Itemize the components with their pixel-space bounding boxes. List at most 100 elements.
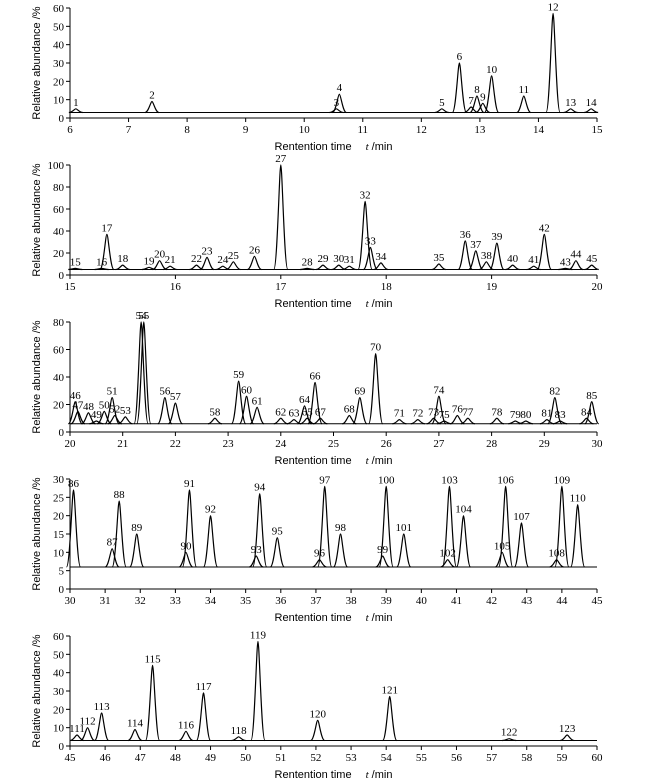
peak-label: 109: [554, 474, 571, 486]
peak: [342, 414, 357, 425]
peak-label: 55: [138, 310, 150, 322]
x-axis-label: Rentention time t/min: [275, 769, 393, 781]
peak-label: 93: [251, 544, 263, 556]
x-axis-label: Rentention time t/min: [275, 141, 393, 153]
peak-label: 14: [586, 97, 598, 109]
peak: [94, 712, 110, 742]
peak-label: 42: [539, 222, 550, 234]
y-tick-label: 40: [53, 40, 65, 52]
y-tick-label: 50: [53, 21, 65, 33]
x-tick-label: 33: [170, 595, 182, 607]
x-tick-label: 52: [310, 752, 321, 764]
peak-label: 113: [94, 701, 111, 713]
peak: [81, 412, 96, 425]
y-tick-label: 40: [53, 372, 65, 384]
x-tick-label: 43: [521, 595, 533, 607]
peak: [111, 500, 127, 568]
peak: [455, 515, 472, 568]
peak-label: 15: [70, 256, 82, 268]
x-label-text: Rentention time: [275, 298, 352, 310]
peak-label: 86: [68, 478, 80, 490]
peak-label: 7: [468, 95, 474, 107]
peak-label: 122: [501, 727, 518, 739]
peak: [382, 695, 398, 742]
peak-label: 25: [228, 250, 240, 262]
x-tick-label: 16: [170, 281, 182, 293]
peak-label: 60: [241, 384, 253, 396]
peak-label: 105: [494, 540, 511, 552]
peak: [451, 62, 467, 114]
peak-label: 121: [381, 685, 398, 697]
peak-label: 30: [333, 253, 345, 265]
x-tick-label: 13: [474, 124, 486, 136]
x-label-var: t: [366, 455, 370, 467]
peak: [178, 730, 194, 742]
x-tick-label: 48: [170, 752, 182, 764]
peak-label: 9: [480, 91, 486, 103]
x-axis-label: Rentention time t/min: [275, 455, 393, 467]
y-tick-label: 30: [53, 474, 65, 486]
x-tick-label: 41: [451, 595, 462, 607]
peak: [226, 261, 241, 271]
peak: [199, 256, 215, 271]
peak-label: 45: [586, 253, 598, 265]
peak: [300, 267, 315, 271]
peak-label: 47: [72, 399, 84, 411]
x-tick-label: 26: [381, 438, 393, 450]
x-axis-label: Rentention time t/min: [275, 612, 393, 624]
peak: [99, 233, 115, 271]
peak: [553, 420, 568, 425]
peak-label: 37: [470, 239, 482, 251]
peak: [469, 95, 485, 114]
peak-label: 16: [96, 256, 108, 268]
peak: [392, 419, 407, 425]
peak-label: 4: [337, 82, 343, 94]
peak: [460, 417, 475, 425]
peak-label: 8: [474, 84, 480, 96]
peak: [489, 242, 505, 271]
y-tick-label: 20: [53, 511, 65, 523]
peak-label: 73: [428, 406, 440, 418]
peak: [410, 419, 425, 425]
peak: [579, 417, 594, 425]
x-label-unit: /min: [372, 769, 393, 781]
peak: [368, 353, 384, 425]
peak: [441, 485, 458, 568]
peak: [489, 417, 504, 425]
peak-label: 83: [555, 409, 567, 421]
x-tick-label: 22: [170, 438, 181, 450]
peak: [513, 522, 530, 568]
x-label-var: t: [366, 769, 370, 781]
x-tick-label: 15: [592, 124, 604, 136]
peak: [479, 261, 494, 271]
peak-label: 6: [457, 51, 463, 63]
peak: [317, 485, 333, 568]
x-tick-label: 59: [556, 752, 568, 764]
peak-label: 89: [131, 522, 143, 534]
peak-label: 118: [231, 725, 248, 737]
peak-label: 70: [370, 342, 382, 354]
peak: [163, 265, 178, 271]
x-label-text: Rentention time: [275, 769, 352, 781]
peak-label: 34: [375, 251, 387, 263]
peak: [329, 108, 344, 114]
y-tick-label: 0: [59, 113, 65, 125]
y-tick-label: 0: [59, 741, 65, 753]
peak-label: 103: [441, 474, 458, 486]
peak: [498, 485, 514, 568]
x-label-text: Rentention time: [275, 455, 352, 467]
peak: [65, 489, 82, 568]
x-tick-label: 39: [381, 595, 393, 607]
peak-label: 102: [439, 548, 456, 560]
x-tick-label: 44: [556, 595, 568, 607]
y-axis-label: Relative abundance /%: [31, 634, 43, 747]
peak-label: 33: [365, 236, 377, 248]
y-axis-label: Relative abundance /%: [31, 477, 43, 590]
peak-label: 54: [136, 310, 148, 322]
peak: [104, 548, 120, 568]
y-axis-label: Relative abundance /%: [31, 163, 43, 276]
y-tick-label: 10: [53, 547, 65, 559]
peak: [584, 108, 599, 114]
peak-label: 101: [396, 522, 413, 534]
